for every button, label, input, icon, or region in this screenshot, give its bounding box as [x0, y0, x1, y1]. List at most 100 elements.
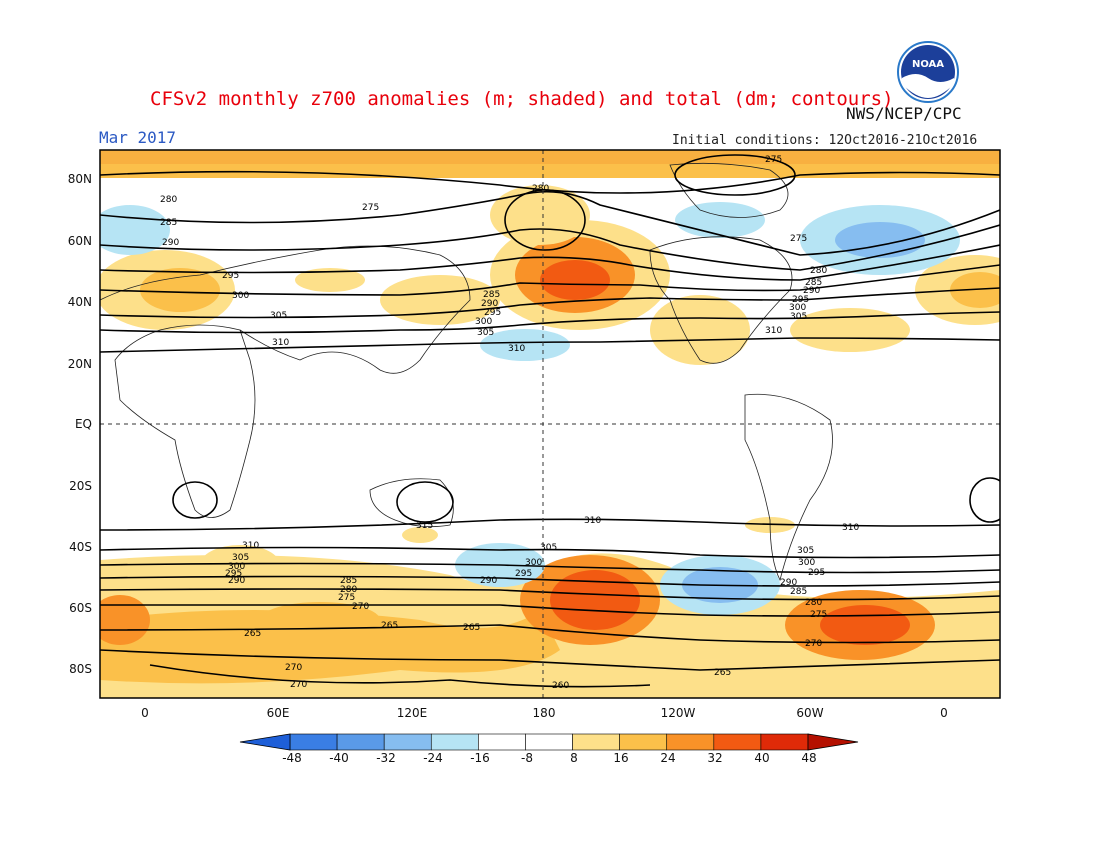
contour-label: 315 — [416, 521, 433, 531]
contour-label: 310 — [272, 338, 289, 348]
colorbar-label: -24 — [423, 751, 443, 765]
contour-label: 265 — [381, 621, 398, 631]
contour-labels: 275 280 275 280 285 290 295 300 305 310 … — [160, 155, 859, 691]
contour-label: 275 — [338, 593, 355, 603]
lon-tick: 60E — [266, 706, 290, 720]
contour-label: 310 — [584, 516, 601, 526]
lat-tick: 40N — [67, 295, 92, 309]
graticule — [100, 150, 1000, 698]
colorbar-swatch — [666, 733, 715, 751]
colorbar-label: 16 — [613, 751, 629, 765]
contour-label: 310 — [242, 541, 259, 551]
lat-tick: 80N — [67, 172, 92, 186]
forecast-month: Mar 2017 — [99, 128, 177, 147]
contour-label: 285 — [483, 290, 500, 300]
colorbar-label: 32 — [707, 751, 723, 765]
contour-label: 290 — [803, 286, 820, 296]
contour-label: 310 — [842, 523, 859, 533]
lat-tick: 40S — [69, 540, 92, 554]
colorbar-label: -48 — [282, 751, 302, 765]
contour-label: 305 — [270, 311, 287, 321]
lon-tick: 120E — [396, 706, 428, 720]
contour-label: 290 — [480, 576, 497, 586]
height-contours — [100, 154, 1000, 688]
contour-label: 275 — [790, 234, 807, 244]
map-title: CFSv2 monthly z700 anomalies (m; shaded)… — [150, 88, 894, 110]
lat-tick: 80S — [69, 662, 92, 676]
colorbar-swatch — [713, 733, 762, 751]
contour-label: 275 — [362, 203, 379, 213]
contour-label: 280 — [160, 195, 177, 205]
contour-label: 305 — [790, 312, 807, 322]
colorbar-low-arrow — [239, 733, 291, 751]
contour-label: 300 — [798, 558, 815, 568]
contour-label: 260 — [552, 681, 569, 691]
colorbar-swatch — [619, 733, 668, 751]
lat-tick: 60N — [67, 234, 92, 248]
colorbar-label: 48 — [801, 751, 817, 765]
contour-label: 300 — [475, 317, 492, 327]
contour-label: 285 — [790, 587, 807, 597]
noaa-logo: NOAA — [896, 40, 960, 108]
contour-label: 270 — [285, 663, 302, 673]
contour-label: 300 — [789, 303, 806, 313]
lon-tick: 60W — [796, 706, 824, 720]
contour-label: 295 — [515, 569, 532, 579]
contour-label: 305 — [797, 546, 814, 556]
lon-tick: 120W — [660, 706, 696, 720]
contour-label: 295 — [792, 295, 809, 305]
colorbar-label: -40 — [329, 751, 349, 765]
contour-label: 310 — [508, 344, 525, 354]
contour-label: 295 — [808, 568, 825, 578]
agency-label: NWS/NCEP/CPC — [846, 104, 962, 123]
contour-label: 265 — [244, 629, 261, 639]
colorbar-swatch — [478, 733, 526, 751]
contour-label: 275 — [765, 155, 782, 165]
lat-tick: 20S — [69, 479, 92, 493]
colorbar-label: 24 — [660, 751, 676, 765]
contour-label: 310 — [765, 326, 782, 336]
colorbar-label: 40 — [754, 751, 770, 765]
contour-label: 295 — [484, 308, 501, 318]
colorbar-high-arrow — [807, 733, 859, 751]
contour-label: 300 — [525, 558, 542, 568]
lon-tick: 0 — [141, 706, 149, 720]
colorbar-swatch — [289, 733, 338, 751]
colorbar-swatch — [383, 733, 432, 751]
lat-tick: 60S — [69, 601, 92, 615]
contour-label: 285 — [805, 278, 822, 288]
lon-tick: 180 — [532, 706, 556, 720]
colorbar-label: -8 — [521, 751, 533, 765]
lat-tick: 20N — [67, 357, 92, 371]
contour-label: 280 — [532, 184, 549, 194]
colorbar-swatch — [572, 733, 620, 751]
contour-label: 280 — [340, 585, 357, 595]
svg-text:NOAA: NOAA — [912, 59, 944, 70]
initial-conditions: Initial conditions: 12Oct2016-21Oct2016 — [672, 133, 978, 148]
contour-label: 290 — [481, 299, 498, 309]
colorbar-swatch — [760, 733, 809, 751]
coastlines — [100, 162, 833, 582]
colorbar-label: -16 — [470, 751, 490, 765]
lon-tick: 0 — [940, 706, 948, 720]
contour-label: 270 — [290, 680, 307, 690]
contour-label: 265 — [714, 668, 731, 678]
contour-label: 300 — [232, 291, 249, 301]
contour-label: 295 — [225, 569, 242, 579]
colorbar-swatch — [525, 733, 573, 751]
contour-label: 265 — [463, 623, 480, 633]
contour-label: 305 — [540, 543, 557, 553]
contour-label: 300 — [228, 562, 245, 572]
contour-label: 280 — [810, 266, 827, 276]
contour-label: 285 — [160, 218, 177, 228]
contour-label: 290 — [162, 238, 179, 248]
contour-label: 280 — [805, 598, 822, 608]
colorbar-label: -32 — [376, 751, 396, 765]
contour-label: 270 — [352, 602, 369, 612]
colorbar-swatch — [336, 733, 385, 751]
lat-tick: EQ — [74, 417, 92, 431]
contour-label: 290 — [228, 576, 245, 586]
map-frame — [99, 149, 1001, 699]
